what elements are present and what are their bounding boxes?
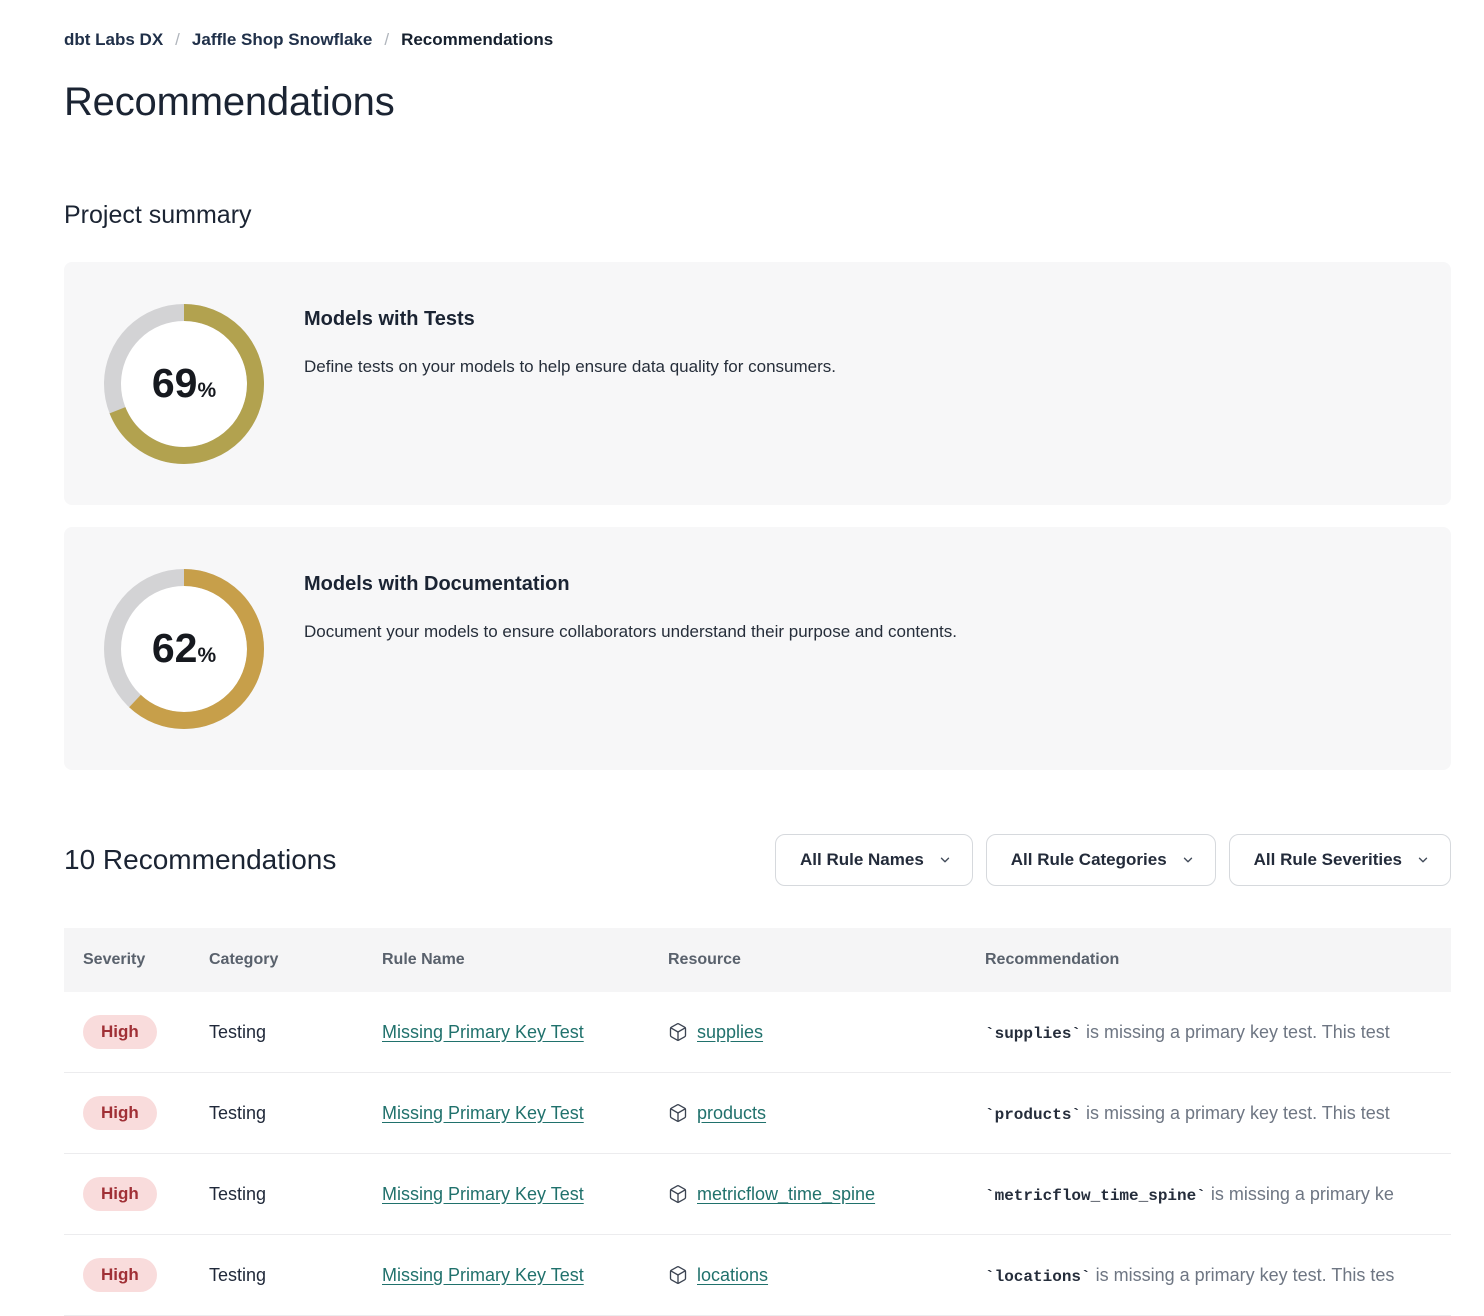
column-header-recommendation: Recommendation xyxy=(985,951,1120,968)
rule-name-link[interactable]: Missing Primary Key Test xyxy=(382,1102,584,1123)
donut-svg xyxy=(104,303,264,464)
severity-cell: High xyxy=(83,1015,209,1049)
rule-name-cell: Missing Primary Key Test xyxy=(382,1103,668,1124)
rule-name-link[interactable]: Missing Primary Key Test xyxy=(382,1183,584,1204)
recommendation-text: is missing a primary key test. This tes xyxy=(1095,1264,1395,1285)
severity-cell: High xyxy=(83,1096,209,1130)
model-cube-icon xyxy=(668,1265,688,1285)
recommendation-cell: `locations` is missing a primary key test… xyxy=(985,1265,1451,1286)
chevron-down-icon xyxy=(938,853,952,867)
recommendations-table: Severity Category Rule Name Resource Rec… xyxy=(64,928,1451,1316)
resource-link[interactable]: products xyxy=(697,1102,767,1123)
donut-percent-value: 62 xyxy=(151,625,198,671)
resource-cell: supplies xyxy=(668,1022,985,1043)
recommendation-cell: `supplies` is missing a primary key test.… xyxy=(985,1022,1451,1043)
donut-percent-unit: % xyxy=(197,644,217,667)
resource-cell: metricflow_time_spine xyxy=(668,1184,985,1205)
column-header-severity: Severity xyxy=(83,951,146,968)
filter-label: All Rule Severities xyxy=(1253,850,1402,869)
filter-rule-severities-dropdown[interactable]: All Rule Severities xyxy=(1228,834,1451,886)
donut-svg xyxy=(104,568,264,729)
severity-badge: High xyxy=(83,1096,157,1130)
severity-cell: High xyxy=(83,1177,209,1211)
filter-bar: All Rule Names All Rule Categories All R… xyxy=(775,834,1451,886)
recommendations-header: 10 Recommendations All Rule Names All Ru… xyxy=(64,834,1451,886)
recommendation-code: `locations` xyxy=(985,1267,1091,1286)
severity-cell: High xyxy=(83,1258,209,1292)
page-title: Recommendations xyxy=(64,80,395,124)
donut-percent-value: 69 xyxy=(151,360,198,406)
severity-badge: High xyxy=(83,1177,157,1211)
recommendation-code: `supplies` xyxy=(985,1024,1082,1043)
filter-label: All Rule Names xyxy=(800,850,924,869)
breadcrumb: dbt Labs DX / Jaffle Shop Snowflake / Re… xyxy=(64,30,1451,50)
breadcrumb-link-project[interactable]: Jaffle Shop Snowflake xyxy=(191,30,373,49)
rule-name-cell: Missing Primary Key Test xyxy=(382,1184,668,1205)
summary-card-body: Models with Tests Define tests on your m… xyxy=(304,262,836,377)
rule-name-link[interactable]: Missing Primary Key Test xyxy=(382,1264,584,1285)
breadcrumb-link-account[interactable]: dbt Labs DX xyxy=(64,30,164,49)
recommendation-code: `metricflow_time_spine` xyxy=(985,1186,1206,1205)
recommendation-text: is missing a primary ke xyxy=(1210,1183,1394,1204)
project-summary-heading: Project summary xyxy=(64,201,252,229)
column-header-resource: Resource xyxy=(668,951,741,968)
category-cell: Testing xyxy=(209,1264,267,1285)
table-header-row: Severity Category Rule Name Resource Rec… xyxy=(64,928,1451,992)
category-cell: Testing xyxy=(209,1102,267,1123)
column-header-rule-name: Rule Name xyxy=(382,951,465,968)
summary-card-description: Define tests on your models to help ensu… xyxy=(304,357,837,376)
recommendation-text: is missing a primary key test. This test xyxy=(1086,1102,1390,1123)
recommendation-text: is missing a primary key test. This test xyxy=(1086,1021,1390,1042)
rule-name-link[interactable]: Missing Primary Key Test xyxy=(382,1021,584,1042)
summary-card-models-with-documentation: 62% Models with Documentation Document y… xyxy=(64,527,1451,770)
summary-card-title: Models with Tests xyxy=(304,308,475,330)
chevron-down-icon xyxy=(1181,853,1195,867)
donut-chart-tests: 69% xyxy=(104,303,264,464)
table-row: High Testing Missing Primary Key Test su… xyxy=(64,992,1451,1073)
resource-cell: products xyxy=(668,1103,985,1124)
filter-rule-names-dropdown[interactable]: All Rule Names xyxy=(775,834,973,886)
donut-percent-unit: % xyxy=(197,379,217,402)
recommendations-count-heading: 10 Recommendations xyxy=(64,844,337,875)
table-row: High Testing Missing Primary Key Test pr… xyxy=(64,1073,1451,1154)
model-cube-icon xyxy=(668,1022,688,1042)
category-cell: Testing xyxy=(209,1021,267,1042)
recommendation-cell: `metricflow_time_spine` is missing a prim… xyxy=(985,1184,1451,1205)
resource-link[interactable]: supplies xyxy=(697,1021,764,1042)
rule-name-cell: Missing Primary Key Test xyxy=(382,1022,668,1043)
summary-card-description: Document your models to ensure collabora… xyxy=(304,622,957,641)
breadcrumb-current: Recommendations xyxy=(401,30,554,49)
donut-percent-label: 69% xyxy=(104,304,264,464)
rule-name-cell: Missing Primary Key Test xyxy=(382,1265,668,1286)
filter-label: All Rule Categories xyxy=(1010,850,1167,869)
severity-badge: High xyxy=(83,1258,157,1292)
resource-cell: locations xyxy=(668,1265,985,1286)
category-cell: Testing xyxy=(209,1183,267,1204)
table-row: High Testing Missing Primary Key Test me… xyxy=(64,1154,1451,1235)
model-cube-icon xyxy=(668,1184,688,1204)
donut-chart-documentation: 62% xyxy=(104,568,264,729)
summary-card-models-with-tests: 69% Models with Tests Define tests on yo… xyxy=(64,262,1451,505)
summary-card-body: Models with Documentation Document your … xyxy=(304,527,957,642)
chevron-down-icon xyxy=(1416,853,1430,867)
table-body: High Testing Missing Primary Key Test su… xyxy=(64,992,1451,1316)
model-cube-icon xyxy=(668,1103,688,1123)
table-row: High Testing Missing Primary Key Test lo… xyxy=(64,1235,1451,1316)
donut-percent-label: 62% xyxy=(104,569,264,729)
breadcrumb-separator: / xyxy=(175,30,180,49)
resource-link[interactable]: locations xyxy=(697,1264,769,1285)
filter-rule-categories-dropdown[interactable]: All Rule Categories xyxy=(985,834,1216,886)
severity-badge: High xyxy=(83,1015,157,1049)
resource-link[interactable]: metricflow_time_spine xyxy=(697,1183,876,1204)
recommendation-cell: `products` is missing a primary key test.… xyxy=(985,1103,1451,1124)
recommendation-code: `products` xyxy=(985,1105,1082,1124)
column-header-category: Category xyxy=(209,951,279,968)
summary-card-title: Models with Documentation xyxy=(304,573,570,595)
breadcrumb-separator: / xyxy=(384,30,390,49)
